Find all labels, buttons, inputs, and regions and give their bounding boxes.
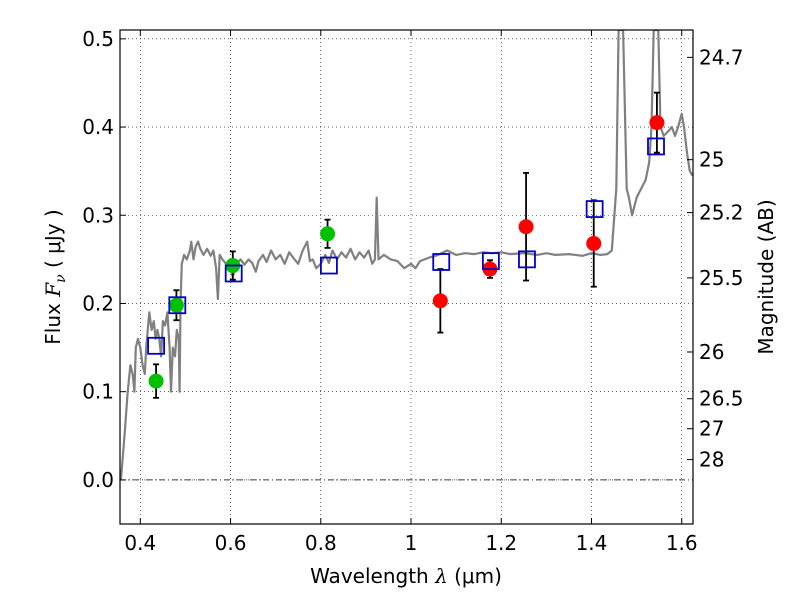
model-photometry-square: [585, 200, 604, 218]
y-tick-label: 0.3: [82, 203, 114, 227]
y2-tick-label: 26: [699, 340, 724, 364]
observed-point-red: [649, 115, 665, 131]
y-axis-label: Flux Fν ( μJy ): [41, 209, 69, 344]
y-tick-label: 0.2: [82, 291, 114, 315]
observed-point-green: [168, 297, 184, 313]
x-tick-label: 1.4: [576, 531, 608, 555]
plot-layer: [120, 30, 693, 481]
observed-point-red: [432, 293, 448, 309]
y2-tick-label: 25.2: [699, 201, 744, 225]
plot-frame: [119, 29, 694, 525]
model-photometry-square: [147, 336, 165, 355]
x-tick-label: 1: [405, 531, 418, 555]
y2-tick-label: 28: [699, 448, 724, 472]
model-photometry-square: [481, 252, 500, 271]
y-tick-label: 0.4: [82, 115, 114, 139]
model-photometry-square: [319, 256, 338, 275]
y-tick-label: 0.5: [82, 27, 114, 51]
observed-point-green: [148, 373, 164, 389]
y2-tick-label: 26.5: [699, 387, 744, 411]
model-photometry-square: [168, 296, 187, 315]
model-photometry-square: [224, 264, 243, 283]
model-photometry-square: [518, 250, 536, 269]
observed-point-red: [586, 235, 602, 251]
y2-tick-label: 24.7: [699, 45, 744, 69]
x-tick-label: 1.2: [485, 531, 517, 555]
x-tick-label: 0.4: [124, 531, 156, 555]
axis-ticks: 0.4 0.6 0.8 1 1.2 1.4 1.6 0.0 0.1 0.2 0.3 0.4 0.5 24.…: [82, 27, 743, 555]
observed-point-red: [518, 219, 534, 235]
x-tick-label: 1.6: [666, 531, 698, 555]
x-tick-label: 0.8: [305, 531, 337, 555]
y2-tick-label: 27: [699, 417, 724, 441]
y-tick-label: 0.0: [82, 468, 114, 492]
model-spectrum-line: [120, 30, 693, 480]
model-photometry-square: [432, 253, 451, 271]
plot-background: [120, 30, 693, 524]
x-axis-label: Wavelength λ (μm): [310, 564, 502, 588]
model-photometry-square: [647, 137, 665, 156]
observed-point-green: [320, 226, 336, 242]
x-tick-label: 0.6: [215, 531, 247, 555]
y2-axis-label: Magnitude (AB): [754, 199, 778, 354]
y-tick-label: 0.1: [82, 380, 114, 404]
y2-tick-label: 25: [699, 148, 724, 172]
y2-tick-label: 25.5: [699, 266, 744, 290]
